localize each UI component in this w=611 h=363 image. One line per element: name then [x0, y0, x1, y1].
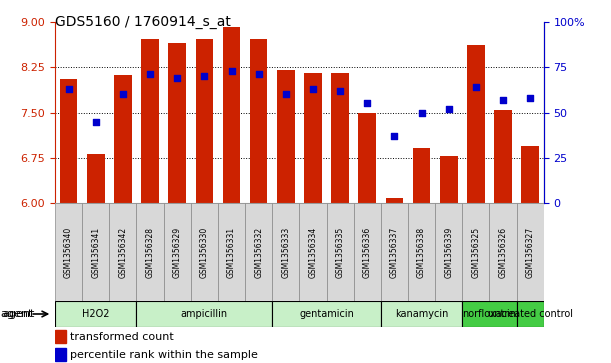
Bar	[359, 113, 376, 203]
Text: norfloxacin: norfloxacin	[463, 309, 516, 319]
Text: gentamicin: gentamicin	[299, 309, 354, 319]
Text: GSM1356330: GSM1356330	[200, 227, 209, 278]
Point	[91, 119, 101, 125]
Text: GSM1356332: GSM1356332	[254, 227, 263, 278]
Text: GSM1356328: GSM1356328	[145, 227, 155, 278]
Bar	[440, 156, 458, 203]
Point	[471, 84, 481, 90]
Bar	[463, 203, 489, 301]
Bar	[87, 154, 104, 203]
Text: GSM1356339: GSM1356339	[444, 227, 453, 278]
Text: GSM1356327: GSM1356327	[525, 227, 535, 278]
Bar	[326, 203, 354, 301]
Bar	[408, 203, 435, 301]
Bar	[169, 43, 186, 203]
Point	[281, 91, 291, 97]
Text: GSM1356337: GSM1356337	[390, 227, 399, 278]
Bar	[463, 301, 517, 327]
Text: GSM1356341: GSM1356341	[91, 227, 100, 278]
Bar	[489, 203, 517, 301]
Text: GSM1356325: GSM1356325	[472, 227, 480, 278]
Bar	[494, 110, 512, 203]
Text: GSM1356333: GSM1356333	[281, 227, 290, 278]
Text: kanamycin: kanamycin	[395, 309, 448, 319]
Text: GSM1356336: GSM1356336	[363, 227, 371, 278]
Point	[525, 95, 535, 101]
Point	[444, 106, 453, 112]
Text: agent: agent	[2, 309, 35, 319]
Bar	[141, 39, 159, 203]
Text: GSM1356331: GSM1356331	[227, 227, 236, 278]
Bar	[245, 203, 273, 301]
Bar	[60, 79, 78, 203]
Bar	[164, 203, 191, 301]
Text: GDS5160 / 1760914_s_at: GDS5160 / 1760914_s_at	[55, 15, 231, 29]
Bar	[354, 203, 381, 301]
Point	[254, 72, 263, 77]
Bar	[331, 73, 349, 203]
Point	[362, 101, 372, 106]
Bar	[109, 203, 136, 301]
Text: GSM1356342: GSM1356342	[119, 227, 127, 278]
Bar	[277, 70, 295, 203]
Text: GSM1356334: GSM1356334	[309, 227, 318, 278]
Point	[335, 88, 345, 94]
Point	[199, 73, 209, 79]
Bar	[467, 45, 485, 203]
Point	[498, 97, 508, 103]
Text: untreated control: untreated control	[488, 309, 573, 319]
Bar	[114, 75, 132, 203]
Text: ampicillin: ampicillin	[181, 309, 228, 319]
Point	[390, 133, 400, 139]
Bar	[381, 203, 408, 301]
Text: agent: agent	[0, 309, 32, 319]
Text: percentile rank within the sample: percentile rank within the sample	[70, 350, 257, 360]
Text: GSM1356326: GSM1356326	[499, 227, 508, 278]
Bar	[250, 39, 268, 203]
Bar	[218, 203, 245, 301]
Bar	[55, 348, 66, 361]
Text: GSM1356340: GSM1356340	[64, 227, 73, 278]
Bar	[304, 73, 322, 203]
Text: GSM1356335: GSM1356335	[335, 227, 345, 278]
Point	[417, 110, 426, 115]
Bar	[82, 203, 109, 301]
Point	[118, 91, 128, 97]
Bar	[521, 146, 539, 203]
Point	[64, 86, 73, 92]
Bar	[222, 26, 240, 203]
Text: GSM1356329: GSM1356329	[173, 227, 181, 278]
Bar	[435, 203, 463, 301]
Point	[308, 86, 318, 92]
Bar	[196, 39, 213, 203]
Bar	[413, 148, 430, 203]
Bar	[55, 330, 66, 343]
Bar	[136, 203, 164, 301]
Point	[172, 75, 182, 81]
Bar	[273, 203, 299, 301]
Bar	[386, 199, 403, 203]
Text: H2O2: H2O2	[82, 309, 109, 319]
Text: GSM1356338: GSM1356338	[417, 227, 426, 278]
Point	[145, 72, 155, 77]
Bar	[191, 203, 218, 301]
Bar	[55, 301, 136, 327]
Bar	[273, 301, 381, 327]
Bar	[517, 203, 544, 301]
Bar	[517, 301, 544, 327]
Text: transformed count: transformed count	[70, 332, 174, 342]
Bar	[136, 301, 273, 327]
Bar	[55, 203, 82, 301]
Bar	[381, 301, 463, 327]
Point	[227, 68, 236, 74]
Bar	[299, 203, 326, 301]
